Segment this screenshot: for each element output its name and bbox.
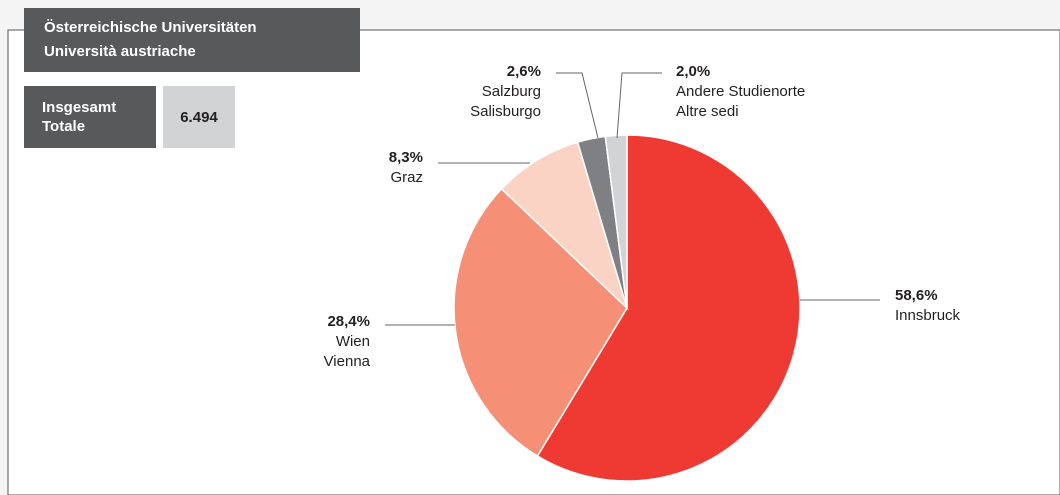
category-label: Graz (390, 169, 423, 186)
pie-slice (500, 141, 629, 311)
value-label: 28,4% (327, 313, 370, 330)
pie-slice (453, 187, 628, 458)
category-label: Andere Studienorte (676, 83, 805, 100)
category-label: Salisburgo (470, 103, 541, 120)
category-label: Salzburg (482, 83, 541, 100)
title-line: Österreichische Universitäten (44, 19, 257, 36)
category-label: Vienna (324, 353, 371, 370)
value-label: 8,3% (389, 149, 423, 166)
total-label: Totale (42, 118, 85, 135)
value-label: 2,6% (507, 63, 541, 80)
leader-line (616, 72, 662, 139)
title-line: Università austriache (44, 43, 196, 60)
total-value-box (163, 86, 235, 148)
title-box (24, 8, 360, 72)
value-label: 58,6% (895, 287, 938, 304)
category-label: Wien (336, 333, 370, 350)
total-value: 6.494 (180, 109, 218, 126)
category-label: Innsbruck (895, 307, 961, 324)
leader-line (556, 72, 599, 139)
category-label: Altre sedi (676, 103, 739, 120)
value-label: 2,0% (676, 63, 710, 80)
total-label: Insgesamt (42, 99, 116, 116)
pie-slice (536, 134, 801, 482)
total-label-box (24, 86, 156, 148)
pie-slice (604, 134, 628, 309)
